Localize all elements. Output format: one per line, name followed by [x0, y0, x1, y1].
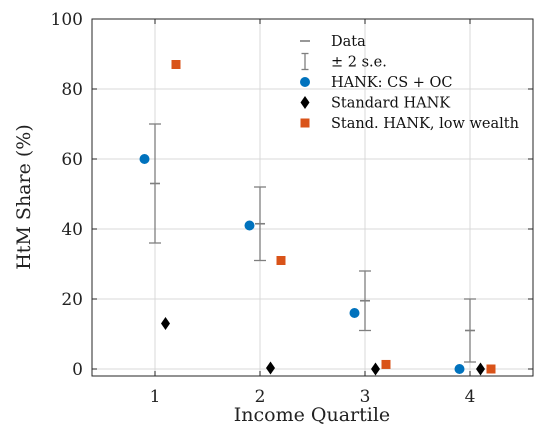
standard_hank-point — [371, 362, 380, 376]
data-marks — [139, 60, 496, 376]
low_wealth-point — [276, 256, 286, 265]
hank_cs_oc-point — [454, 364, 465, 374]
legend-label-hank_cs_oc: HANK: CS + OC — [331, 75, 453, 91]
standard_hank-point — [161, 317, 170, 330]
plot-area-frame — [91, 18, 534, 377]
y-tick-label: 80 — [61, 80, 83, 100]
y-tick-label: 40 — [61, 220, 83, 240]
x-axis-label: Income Quartile — [234, 404, 390, 426]
y-tick-label: 0 — [72, 360, 83, 380]
x-tick-label: 1 — [150, 387, 161, 407]
standard_hank-point — [476, 362, 485, 376]
y-axis-label: HtM Share (%) — [13, 124, 35, 270]
low_wealth-point — [171, 60, 181, 69]
standard_hank-point — [266, 361, 275, 375]
legend-label-data: Data — [331, 34, 366, 50]
legend-label-standard_hank: Standard HANK — [331, 96, 451, 112]
hank_cs_oc-point — [244, 220, 255, 231]
grid — [92, 18, 533, 376]
low_wealth-point — [486, 364, 496, 374]
x-tick-label: 3 — [360, 387, 371, 407]
legend: Data ± 2 s.e. HANK: CS + OC Standard HANK St… — [300, 34, 519, 132]
legend-label-low_wealth: Stand. HANK, low wealth — [331, 116, 519, 132]
legend-label-se: ± 2 s.e. — [331, 55, 387, 71]
legend-marker-low_wealth — [300, 118, 310, 128]
legend-marker-standard_hank — [300, 96, 310, 109]
y-tick-label: 60 — [61, 150, 83, 170]
x-tick-label: 2 — [255, 387, 266, 407]
x-tick-label: 4 — [465, 387, 476, 407]
low_wealth-point — [381, 359, 391, 369]
hank_cs_oc-point — [349, 308, 360, 318]
legend-marker-hank_cs_oc — [300, 77, 310, 87]
axis-ticks: 0 20 40 60 80 100 1 2 3 4 — [51, 10, 533, 407]
y-tick-label: 100 — [51, 10, 83, 30]
y-tick-label: 20 — [61, 290, 83, 310]
hank_cs_oc-point — [139, 154, 150, 164]
